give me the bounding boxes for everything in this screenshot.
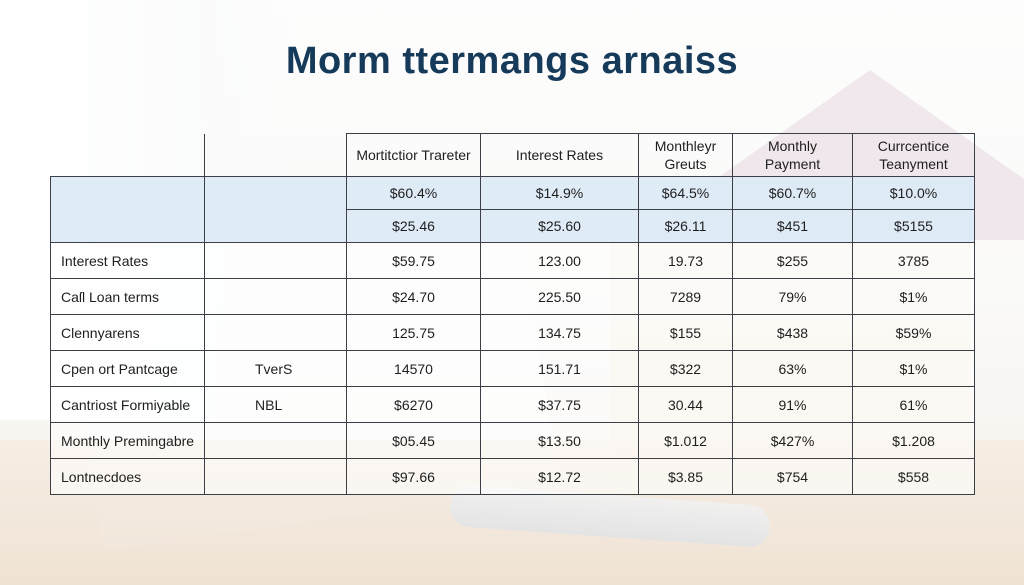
table-cell: $427% bbox=[732, 422, 853, 459]
column-header: Currcentice Teanyment bbox=[852, 133, 975, 177]
row-label: Cantriost Formiyable bbox=[50, 386, 205, 423]
table-cell: $25.46 bbox=[346, 209, 481, 243]
row-sublabel: TverS bbox=[204, 350, 347, 387]
table-cell: $6270 bbox=[346, 386, 481, 423]
table-cell: 134.75 bbox=[480, 314, 639, 351]
table-cell: 225.50 bbox=[480, 278, 639, 315]
table-cell: $255 bbox=[732, 242, 853, 279]
column-header: Interest Rates bbox=[480, 133, 639, 177]
table-cell: $60.4% bbox=[346, 176, 481, 210]
table-cell: $37.75 bbox=[480, 386, 639, 423]
table-cell: 3785 bbox=[852, 242, 975, 279]
row-label: Caſl Loan terms bbox=[50, 278, 205, 315]
column-header: Monthleyr Greuts bbox=[638, 133, 733, 177]
table-cell: $3.85 bbox=[638, 458, 733, 495]
table-cell: $451 bbox=[732, 209, 853, 243]
column-header: Monthly Payment bbox=[732, 133, 853, 177]
table-cell: $97.66 bbox=[346, 458, 481, 495]
row-sublabel: NBL bbox=[204, 386, 347, 423]
table-row: Cantriost Formiyable NBL $6270 $37.75 30… bbox=[50, 386, 975, 423]
table-cell: $59% bbox=[852, 314, 975, 351]
table-cell: $155 bbox=[638, 314, 733, 351]
table-cell: $558 bbox=[852, 458, 975, 495]
row-label: Clennyarens bbox=[50, 314, 205, 351]
table-cell: $13.50 bbox=[480, 422, 639, 459]
table-cell: $10.0% bbox=[852, 176, 975, 210]
table-cell: $26.11 bbox=[638, 209, 733, 243]
column-header bbox=[50, 133, 205, 177]
row-label bbox=[50, 176, 205, 243]
table-row: Caſl Loan terms $24.70 225.50 7289 79% $… bbox=[50, 278, 975, 315]
table-cell: 30.44 bbox=[638, 386, 733, 423]
table-cell: 63% bbox=[732, 350, 853, 387]
table-row: Cpen ort Pantcage TverS 14570 151.71 $32… bbox=[50, 350, 975, 387]
table-cell: 7289 bbox=[638, 278, 733, 315]
table-cell: $1% bbox=[852, 278, 975, 315]
table-cell: 61% bbox=[852, 386, 975, 423]
table-cell: 125.75 bbox=[346, 314, 481, 351]
row-sublabel bbox=[204, 314, 347, 351]
table-cell: $5155 bbox=[852, 209, 975, 243]
row-label: Cpen ort Pantcage bbox=[50, 350, 205, 387]
table-cell: $60.7% bbox=[732, 176, 853, 210]
table-header-row: Mortitctior Trareter Interest Rates Mont… bbox=[50, 133, 975, 177]
table-cell: $12.72 bbox=[480, 458, 639, 495]
table-row: $25.46 $25.60 $26.11 $451 $5155 bbox=[51, 209, 975, 243]
table-row: Interest Rates $59.75 123.00 19.73 $255 … bbox=[50, 242, 975, 279]
row-label: Lontnecdoes bbox=[50, 458, 205, 495]
table-cell: $24.70 bbox=[346, 278, 481, 315]
table-cell: 151.71 bbox=[480, 350, 639, 387]
table-cell: $754 bbox=[732, 458, 853, 495]
page-title: Morm ttermangs arnaiss bbox=[285, 40, 739, 82]
table-row: Lontnecdoes $97.66 $12.72 $3.85 $754 $55… bbox=[50, 458, 975, 495]
table-cell: $1% bbox=[852, 350, 975, 387]
table-row: Monthly Premingabre $05.45 $13.50 $1.012… bbox=[50, 422, 975, 459]
row-label: Monthly Premingabre bbox=[50, 422, 205, 459]
row-sublabel bbox=[204, 458, 347, 495]
table-cell: $14.9% bbox=[480, 176, 639, 210]
table-cell: $05.45 bbox=[346, 422, 481, 459]
table-cell: 19.73 bbox=[638, 242, 733, 279]
table-cell: $1.208 bbox=[852, 422, 975, 459]
row-sublabel bbox=[204, 176, 347, 243]
table-cell: 14570 bbox=[346, 350, 481, 387]
table-cell: $64.5% bbox=[638, 176, 733, 210]
column-header: Mortitctior Trareter bbox=[346, 133, 481, 177]
table-cell: $25.60 bbox=[480, 209, 639, 243]
row-sublabel bbox=[204, 422, 347, 459]
table-cell: 79% bbox=[732, 278, 853, 315]
table-cell: $59.75 bbox=[346, 242, 481, 279]
table-cell: 91% bbox=[732, 386, 853, 423]
column-header bbox=[204, 133, 347, 177]
row-label: Interest Rates bbox=[50, 242, 205, 279]
table-cell: $438 bbox=[732, 314, 853, 351]
table-cell: $322 bbox=[638, 350, 733, 387]
row-sublabel bbox=[204, 242, 347, 279]
table-row: Clennyarens 125.75 134.75 $155 $438 $59% bbox=[50, 314, 975, 351]
table-cell: 123.00 bbox=[480, 242, 639, 279]
table-cell: $1.012 bbox=[638, 422, 733, 459]
row-sublabel bbox=[204, 278, 347, 315]
mortgage-table: Mortitctior Trareter Interest Rates Mont… bbox=[50, 133, 975, 495]
table-row: $60.4% $14.9% $64.5% $60.7% $10.0% bbox=[50, 176, 975, 243]
